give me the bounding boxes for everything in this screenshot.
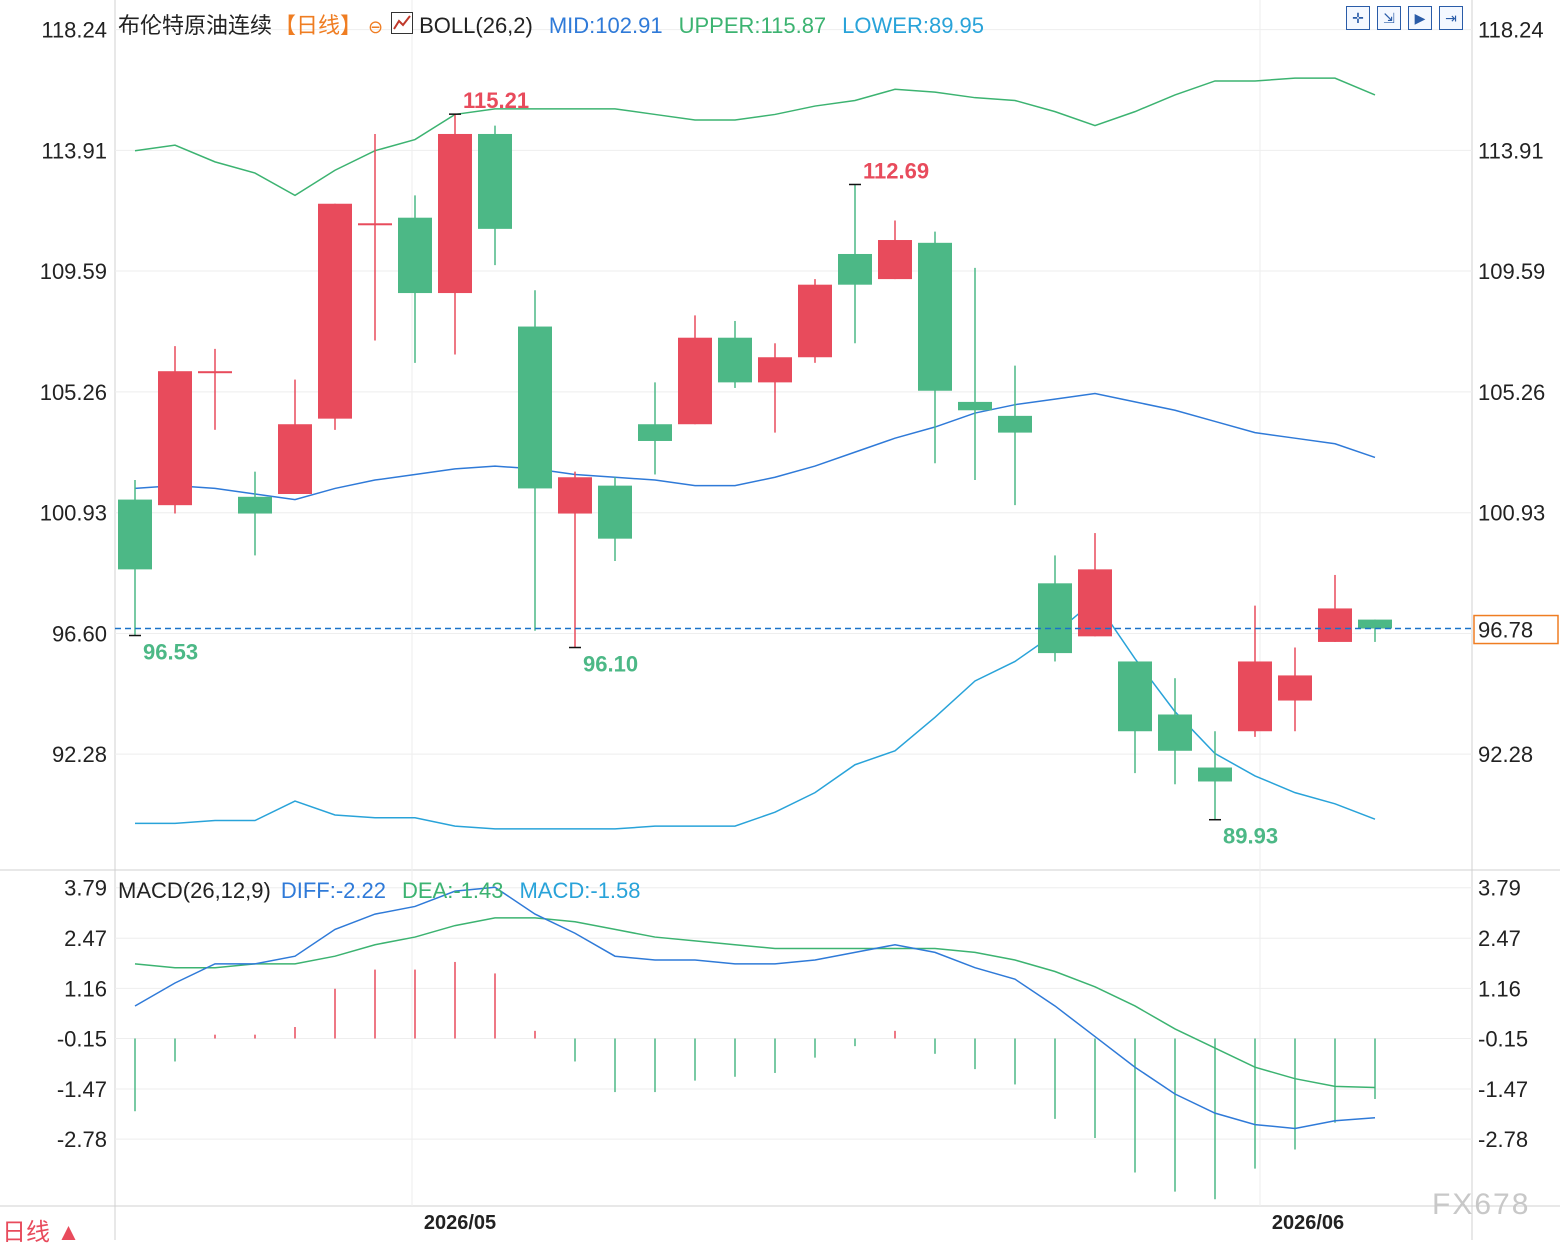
y-tick-left: 100.93: [40, 501, 107, 526]
chart-icon[interactable]: [391, 12, 414, 34]
macd-y-tick-right: 3.79: [1478, 876, 1521, 901]
current-price-box: [1473, 614, 1559, 645]
candle-body: [318, 203, 352, 419]
y-tick-left: 92.28: [52, 742, 107, 767]
macd-diff: DIFF:-2.22: [280, 878, 386, 903]
crosshair-icon[interactable]: ✛: [1346, 6, 1370, 30]
zoom-in-icon[interactable]: ⇲: [1377, 6, 1401, 30]
candle-body: [198, 371, 232, 374]
macd-diff-line: [134, 886, 1376, 1130]
candle-body: [278, 424, 312, 495]
candle-body: [118, 499, 152, 570]
scroll-end-icon[interactable]: ⇥: [1439, 6, 1463, 30]
macd-y-tick-right: 1.16: [1478, 976, 1521, 1001]
y-tick-right: 109.59: [1478, 259, 1545, 284]
y-tick-right: 100.93: [1478, 501, 1545, 526]
boll-label: BOLL(26,2): [419, 13, 533, 38]
y-tick-right: 118.24: [1478, 18, 1544, 43]
macd-y-tick-right: -1.47: [1478, 1077, 1528, 1102]
candle-body: [1118, 661, 1152, 732]
macd-value: MACD:-1.58: [519, 878, 641, 903]
x-tick-label: 2026/06: [1272, 1212, 1344, 1234]
candle-body: [158, 371, 192, 506]
candle-body: [1158, 714, 1192, 751]
candle-body: [1358, 619, 1392, 629]
low-annotation: 89.93: [1223, 824, 1278, 849]
macd-y-tick-right: -2.78: [1478, 1127, 1528, 1152]
candle-body: [598, 485, 632, 539]
instrument-title: 布伦特原油连续: [118, 13, 273, 38]
macd-y-tick-left: -1.47: [57, 1077, 107, 1102]
candle-body: [398, 217, 432, 294]
boll-lower: LOWER:89.95: [842, 13, 985, 38]
candle-body: [638, 424, 672, 441]
macd-y-tick-left: -2.78: [57, 1127, 107, 1152]
macd-header: MACD(26,12,9) DIFF:-2.22 DEA:-1.43 MACD:-1.…: [118, 878, 657, 904]
y-tick-right: 113.91: [1478, 138, 1544, 163]
candle-body: [1198, 767, 1232, 782]
main-header: 布伦特原油连续【日线】 ⊖ BOLL(26,2) MID:102.91 UPPER:1…: [118, 8, 1000, 40]
candle-body: [438, 133, 472, 294]
scroll-right-icon[interactable]: ▶: [1408, 6, 1432, 30]
candle-body: [518, 326, 552, 489]
candle-body: [878, 240, 912, 280]
macd-y-tick-left: 1.16: [64, 976, 107, 1001]
low-annotation: 96.53: [143, 640, 198, 665]
candle-body: [238, 496, 272, 514]
candle-body: [758, 357, 792, 383]
candle-body: [918, 242, 952, 391]
y-tick-left: 118.24: [41, 18, 107, 43]
candle-body: [478, 133, 512, 229]
candle-body: [1038, 583, 1072, 654]
macd-y-tick-left: 2.47: [64, 926, 107, 951]
y-tick-left: 96.60: [52, 622, 107, 647]
boll-mid-line: [134, 392, 1376, 501]
macd-label: MACD(26,12,9): [118, 878, 271, 903]
candle-body: [798, 284, 832, 358]
y-tick-left: 109.59: [40, 259, 107, 284]
macd-y-tick-left: 3.79: [64, 876, 107, 901]
x-tick-label: 2026/05: [424, 1212, 496, 1234]
candle-body: [838, 253, 872, 285]
candle-body: [358, 223, 392, 226]
candle-body: [1078, 569, 1112, 637]
y-tick-right: 92.28: [1478, 742, 1533, 767]
current-price-label: 96.78: [1478, 618, 1533, 643]
macd-y-tick-right: -0.15: [1478, 1027, 1528, 1052]
macd-y-tick-left: -0.15: [57, 1027, 107, 1052]
candle-body: [678, 337, 712, 425]
y-tick-right: 105.26: [1478, 380, 1545, 405]
y-tick-left: 113.91: [41, 138, 107, 163]
candle-body: [1318, 608, 1352, 642]
low-annotation: 96.10: [583, 652, 638, 677]
candle-body: [1238, 661, 1272, 732]
high-annotation: 115.21: [463, 88, 529, 113]
macd-dea: DEA:-1.43: [401, 878, 504, 903]
boll-lower-line: [135, 598, 1376, 830]
period-toggle-icon[interactable]: ⊖: [368, 17, 384, 37]
period-tag[interactable]: 【日线】: [274, 13, 363, 38]
macd-y-tick-right: 2.47: [1478, 926, 1521, 951]
boll-upper-line: [134, 77, 1376, 197]
y-tick-left: 105.26: [40, 380, 107, 405]
macd-dea-line: [134, 917, 1376, 1089]
boll-upper: UPPER:115.87: [678, 13, 827, 38]
candle-body: [718, 337, 752, 383]
candle-body: [1278, 675, 1312, 701]
watermark: FX678: [1432, 1188, 1531, 1221]
period-selector[interactable]: 日线 ▲: [2, 1219, 81, 1246]
boll-mid: MID:102.91: [548, 13, 663, 38]
candle-body: [998, 415, 1032, 433]
candle-body: [558, 477, 592, 514]
high-annotation: 112.69: [863, 158, 929, 183]
candle-body: [958, 401, 992, 411]
